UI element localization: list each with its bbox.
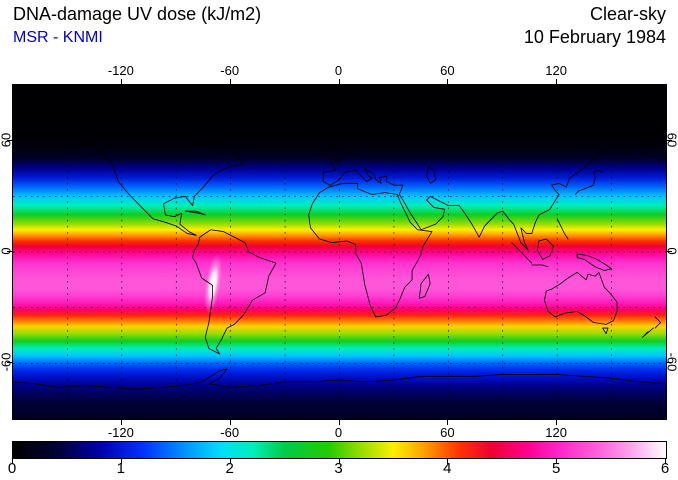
x-tick-mark: [338, 79, 340, 84]
y-tick-mark: [7, 139, 12, 141]
x-tick-mark: [229, 79, 231, 84]
colorbar-tick-label: 0: [7, 460, 17, 477]
x-tick-label: 0: [334, 425, 343, 440]
source-label: MSR - KNMI: [13, 29, 103, 46]
condition-label: Clear-sky: [589, 4, 666, 24]
coastline-antarctica: [13, 368, 666, 390]
colorbar-tick-label: 2: [225, 460, 234, 477]
coastline-baffin: [190, 117, 217, 138]
coastline-north-america: [34, 119, 244, 236]
x-axis-bottom-labels: -120 -60 0 60 120: [12, 425, 665, 440]
date-label: 10 February 1984: [523, 27, 666, 47]
x-tick-label: 120: [545, 425, 568, 440]
x-tick-mark: [556, 420, 558, 425]
coastline-sumatra-java: [511, 242, 549, 268]
coastlines: [13, 97, 666, 390]
colorbar-tick-mark: [338, 459, 340, 464]
colorbar-tick-label: 1: [116, 460, 125, 477]
x-tick-mark: [556, 79, 558, 84]
coastline-new-guinea: [576, 253, 612, 271]
colorbar: [12, 441, 667, 464]
axis-ticks: [7, 79, 672, 425]
y-tick-mark: [7, 251, 12, 252]
x-tick-mark: [120, 79, 122, 84]
coastline-cuba: [184, 210, 206, 216]
x-tick-label: 60: [440, 425, 455, 440]
colorbar-tick-mark: [229, 459, 231, 464]
colorbar-tick-mark: [556, 459, 558, 464]
coastline-madagascar: [418, 273, 431, 299]
coastline-africa: [308, 182, 433, 318]
coastline-ireland: [320, 149, 330, 156]
x-tick-mark: [447, 420, 449, 425]
colorbar-tick-mark: [12, 459, 13, 464]
colorbar-tick-label: 5: [551, 460, 561, 477]
chart-title: DNA-damage UV dose (kJ/m2): [13, 4, 262, 24]
coastline-borneo: [536, 238, 554, 260]
x-tick-mark: [229, 420, 231, 425]
x-tick-mark: [120, 420, 122, 425]
coastline-britain: [328, 143, 342, 160]
colorbar-tick-label: 4: [443, 460, 452, 477]
colorbar-tick-label: 3: [334, 460, 343, 477]
colorbar-tick-mark: [665, 459, 666, 464]
coastline-south-america: [192, 229, 277, 355]
map-panel: [7, 79, 672, 425]
y-tick-mark: [667, 362, 672, 364]
y-tick-mark: [667, 251, 672, 252]
coastline-greenland: [226, 97, 306, 142]
x-tick-label: 60: [440, 63, 455, 78]
colorbar-tick-mark: [447, 459, 449, 464]
x-tick-label: -120: [107, 63, 134, 78]
x-tick-mark: [447, 79, 449, 84]
colorbar-tick-mark: [120, 459, 122, 464]
coastline-iceland: [297, 129, 315, 136]
x-tick-label: 120: [545, 63, 568, 78]
coastline-philippines: [556, 218, 569, 240]
x-axis-top-labels: -120 -60 0 60 120: [12, 63, 665, 78]
coastline-tasmania: [602, 327, 609, 335]
y-tick-mark: [667, 139, 672, 141]
coastline-japan: [574, 169, 603, 195]
x-tick-label: -60: [220, 425, 240, 440]
x-tick-mark: [338, 420, 340, 425]
colorbar-tick-labels: 0 1 2 3 4 5 6: [8, 460, 669, 478]
colorbar-tick-label: 6: [660, 460, 670, 477]
colorbar-gradient: [13, 442, 666, 458]
coastline-australia: [544, 271, 618, 325]
y-tick-mark: [7, 362, 12, 364]
coastline-eurasia: [322, 108, 665, 251]
grid-overlay: [13, 85, 666, 419]
x-tick-label: 0: [334, 63, 343, 78]
coastline-new-zealand: [642, 316, 661, 338]
coastline-caspian: [426, 166, 437, 184]
x-tick-label: -60: [220, 63, 240, 78]
x-tick-label: -120: [107, 425, 134, 440]
